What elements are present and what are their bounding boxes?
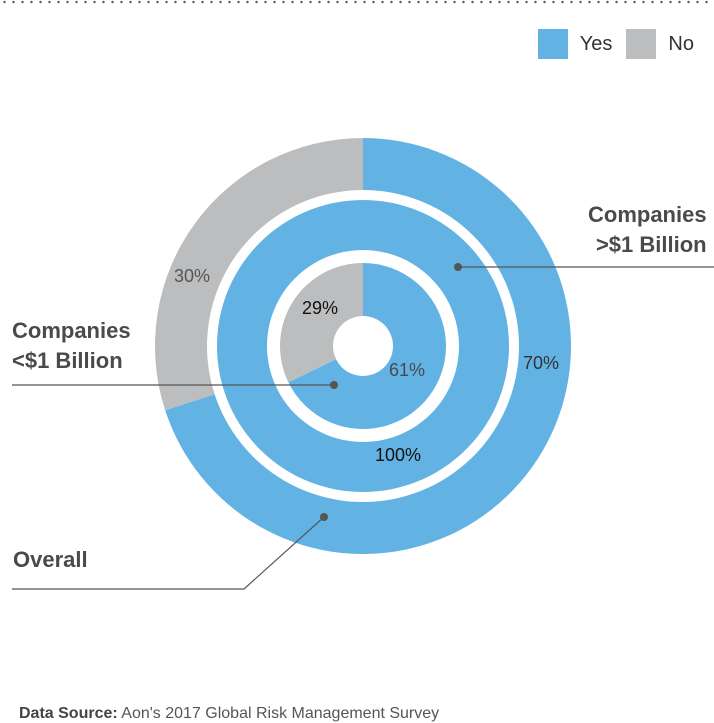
callout-overall-label: Overall xyxy=(13,547,88,572)
leader-large-dot xyxy=(454,263,462,271)
leader-overall-dot xyxy=(320,513,328,521)
ring-0-yes-label: 70% xyxy=(523,353,559,373)
legend-item-no: No xyxy=(626,29,694,59)
ring-2-yes-segment xyxy=(288,263,446,429)
callout-large-line2: >$1 Billion xyxy=(595,232,707,257)
ring-1: 100% xyxy=(216,200,509,493)
data-source: Data Source: Aon's 2017 Global Risk Mana… xyxy=(19,705,439,723)
ring-0-no-label: 30% xyxy=(174,266,210,286)
ring-2-no-label: 29% xyxy=(302,298,338,318)
callout-small-line1: Companies xyxy=(12,318,131,343)
callout-large-companies: Companies >$1 Billion xyxy=(588,200,707,260)
callout-overall: Overall xyxy=(13,545,88,575)
data-source-text: Aon's 2017 Global Risk Management Survey xyxy=(121,705,440,722)
legend-swatch-no xyxy=(626,29,657,59)
legend: Yes No xyxy=(524,29,694,59)
legend-item-yes: Yes xyxy=(537,29,613,59)
ring-2: 61% 29% xyxy=(280,263,446,429)
data-source-label: Data Source: xyxy=(19,705,118,722)
ring-1-yes-segment xyxy=(216,200,509,493)
dotted-divider xyxy=(0,0,714,4)
legend-swatch-yes xyxy=(537,29,568,59)
ring-2-yes-label: 61% xyxy=(389,360,425,380)
leader-overall-line xyxy=(12,516,325,590)
callout-small-companies: Companies <$1 Billion xyxy=(12,316,131,376)
ring-2-no-segment xyxy=(280,263,363,383)
callout-large-line1: Companies xyxy=(588,202,707,227)
legend-label-yes: Yes xyxy=(579,32,613,55)
callout-small-line2: <$1 Billion xyxy=(12,348,123,373)
ring-1-yes-label: 100% xyxy=(375,445,421,465)
leader-small-dot xyxy=(330,381,338,389)
legend-label-no: No xyxy=(668,32,694,55)
ring-0: 70% 30% xyxy=(155,138,572,555)
ring-0-no-segment xyxy=(155,138,363,411)
